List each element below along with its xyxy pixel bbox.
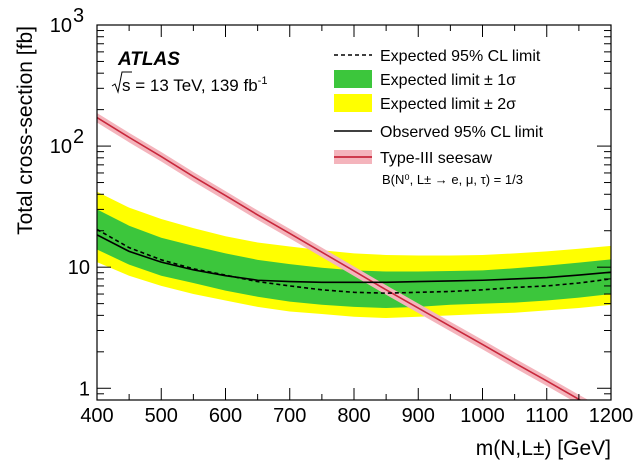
x-tick-label: 900: [402, 405, 435, 427]
y-axis-label: Total cross-section [fb]: [14, 26, 37, 235]
x-tick-label: 1200: [589, 405, 634, 427]
x-tick-label: 500: [145, 405, 178, 427]
expected-limit-line: [97, 228, 611, 294]
branching-ratio-label: B(N⁰, L± → e, μ, τ) = 1/3: [382, 172, 523, 187]
y-tick-exponent: 3: [73, 5, 84, 27]
annotation-block: ATLAS s = 13 TeV, 139 fb-1: [111, 49, 267, 95]
x-tick-label: 800: [337, 405, 370, 427]
x-tick-label: 400: [80, 405, 113, 427]
expected-1sigma-band: [97, 209, 611, 309]
x-axis-label: m(N,L±) [GeV]: [476, 437, 611, 460]
y-tick-label: 1: [79, 378, 90, 400]
theory-line: [97, 116, 582, 400]
legend-label: Type-III seesaw: [380, 150, 492, 167]
y-tick-label: 10: [50, 136, 72, 158]
atlas-label: ATLAS: [117, 49, 180, 70]
x-tick-label: 1000: [460, 405, 505, 427]
legend-label: Expected limit ± 1σ: [380, 72, 516, 89]
legend-label: Expected limit ± 2σ: [380, 96, 516, 113]
energy-superscript: -1: [258, 75, 268, 87]
y-tick-label: 10: [50, 15, 72, 37]
y-tick-exponent: 2: [73, 126, 84, 148]
plot-area: [97, 113, 611, 400]
x-tick-label: 600: [209, 405, 242, 427]
legend-label: Observed 95% CL limit: [380, 124, 544, 141]
sqrt-icon: [111, 71, 132, 94]
legend: Expected 95% CL limit Expected limit ± 1σ…: [334, 48, 544, 187]
energy-label: s = 13 TeV, 139 fb-1: [122, 75, 267, 95]
legend-swatch: [334, 70, 372, 88]
legend-label: Expected 95% CL limit: [380, 48, 541, 65]
legend-swatch: [334, 94, 372, 112]
x-tick-label: 700: [273, 405, 306, 427]
observed-limit-line: [97, 234, 611, 284]
y-tick-label: 10: [68, 257, 90, 279]
x-tick-label: 1100: [525, 405, 568, 427]
energy-text: s = 13 TeV, 139 fb: [122, 76, 258, 95]
